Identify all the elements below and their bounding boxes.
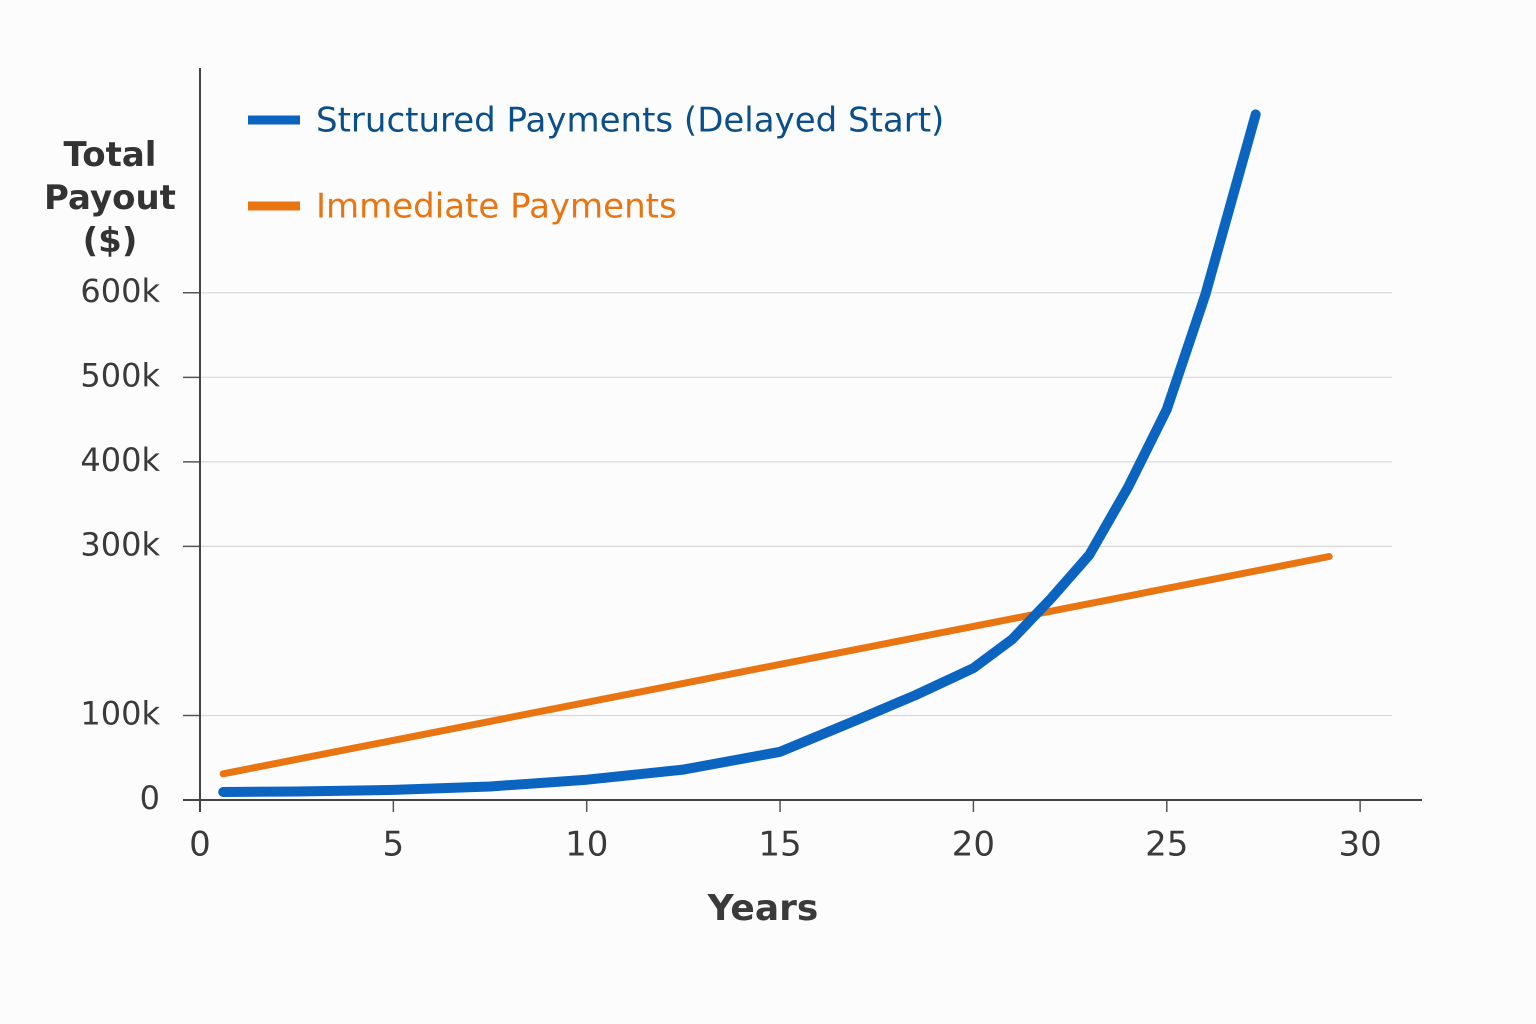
- y-axis-label: Total Payout ($): [44, 135, 176, 261]
- x-axis-label: Years: [707, 888, 819, 929]
- x-tick-label: 10: [565, 825, 608, 865]
- y-tick-label: 600k: [80, 272, 160, 310]
- x-tick-label: 25: [1145, 825, 1188, 865]
- y-tick-label: 0: [140, 779, 160, 817]
- y-tick-label: 300k: [80, 525, 160, 563]
- y-tick-label: 500k: [80, 356, 160, 394]
- y-tick-label: 100k: [80, 694, 160, 732]
- series-line: [218, 109, 1261, 797]
- x-tick-label: 15: [758, 825, 801, 865]
- series-line: [219, 553, 1333, 778]
- x-tick-label: 20: [952, 825, 995, 865]
- y-tick-label: 400k: [80, 441, 160, 479]
- x-tick-label: 30: [1338, 825, 1381, 865]
- x-tick-label: 5: [383, 825, 405, 865]
- x-tick-label: 0: [189, 825, 211, 865]
- legend-label: Structured Payments (Delayed Start): [316, 101, 944, 141]
- legend-label: Immediate Payments: [316, 187, 677, 227]
